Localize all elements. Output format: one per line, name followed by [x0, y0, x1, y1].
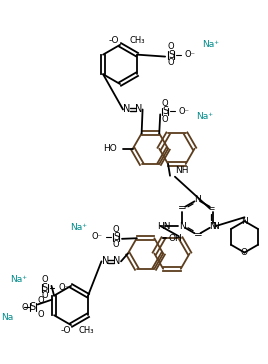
Text: Na⁺: Na⁺ [70, 222, 87, 232]
Text: O: O [113, 225, 120, 234]
Text: N: N [113, 256, 121, 266]
Text: N: N [209, 222, 216, 230]
Text: S: S [30, 302, 36, 312]
Text: O: O [168, 42, 174, 51]
Text: =: = [194, 230, 203, 240]
Text: NH: NH [175, 166, 188, 175]
Text: Na⁺: Na⁺ [10, 276, 27, 285]
Text: N: N [241, 217, 248, 226]
Text: S: S [113, 232, 119, 242]
Text: N: N [212, 222, 219, 230]
Text: O: O [41, 276, 48, 285]
Text: S: S [42, 283, 48, 293]
Text: O⁻: O⁻ [58, 283, 69, 292]
Text: O: O [241, 248, 248, 257]
Text: O: O [113, 240, 120, 249]
Text: O: O [168, 58, 174, 67]
Text: N: N [194, 195, 201, 204]
Text: O: O [162, 99, 168, 108]
Text: -O: -O [109, 36, 119, 46]
Text: O: O [37, 296, 44, 305]
Text: HN: HN [157, 222, 170, 230]
Text: Na: Na [1, 313, 13, 322]
Text: O⁻: O⁻ [185, 50, 196, 59]
Text: N: N [123, 104, 131, 115]
Text: S: S [168, 50, 174, 60]
Text: N: N [102, 256, 109, 266]
Text: OH: OH [168, 234, 182, 243]
Text: CH₃: CH₃ [130, 36, 145, 46]
Text: S: S [162, 106, 168, 116]
Text: O: O [162, 115, 168, 124]
Text: Na⁺: Na⁺ [196, 112, 214, 121]
Text: Na⁺: Na⁺ [202, 40, 219, 50]
Text: O⁻: O⁻ [179, 107, 190, 116]
Text: =: = [209, 204, 215, 213]
Text: O⁻: O⁻ [91, 232, 102, 241]
Text: O: O [22, 303, 28, 312]
Text: HO: HO [103, 144, 117, 153]
Text: -O: -O [61, 327, 71, 335]
Text: CH₃: CH₃ [79, 327, 94, 335]
Text: N: N [179, 222, 185, 230]
Text: =: = [178, 203, 187, 213]
Text: N: N [135, 104, 142, 115]
Text: O: O [37, 310, 44, 319]
Text: O: O [41, 291, 48, 300]
